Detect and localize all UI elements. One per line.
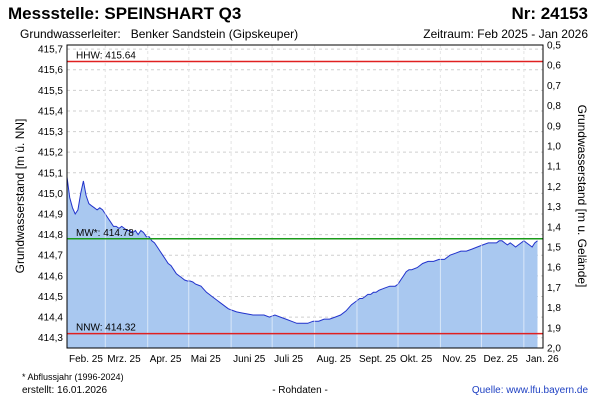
y-tick-left: 414,3 — [38, 333, 63, 344]
y-tick-right: 1,7 — [547, 283, 561, 294]
x-tick-label: Okt. 25 — [400, 354, 433, 365]
y-tick-left: 414,7 — [38, 251, 63, 262]
y-axis-label-right: Grundwasserstand [m u. Gelände] — [575, 105, 589, 288]
aquifer-line: Grundwasserleiter: Benker Sandstein (Gips… — [20, 27, 298, 41]
y-tick-right: 1,0 — [547, 142, 561, 153]
station-title: Messstelle: SPEINSHART Q3 — [8, 4, 242, 23]
station-number: Nr: 24153 — [511, 4, 588, 23]
y-tick-left: 414,8 — [38, 230, 63, 241]
x-tick-label: Sept. 25 — [359, 354, 397, 365]
y-tick-right: 0,5 — [547, 41, 561, 52]
y-tick-right: 1,9 — [547, 323, 561, 334]
y-tick-left: 414,5 — [38, 292, 63, 303]
x-axis-ticks: Feb. 25 Mrz. 25 Apr. 25 Mai 25 Juni 25 Juli 2… — [69, 354, 559, 365]
reference-label: NNW: 414.32 — [76, 323, 136, 334]
y-tick-right: 0,6 — [547, 61, 561, 72]
y-tick-right: 1,6 — [547, 263, 561, 274]
reference-label: HHW: 415.64 — [76, 50, 136, 61]
y-tick-left: 415,2 — [38, 148, 63, 159]
period-label: Zeitraum: Feb 2025 - Jan 2026 — [423, 27, 588, 41]
water-level-line — [67, 176, 538, 324]
y-tick-right: 0,7 — [547, 81, 561, 92]
aquifer-label: Grundwasserleiter: — [20, 27, 121, 41]
x-tick-label: Feb. 25 — [69, 354, 103, 365]
plot-frame — [66, 44, 544, 349]
y-tick-right: 0,8 — [547, 101, 561, 112]
y-tick-left: 415,4 — [38, 106, 63, 117]
y-tick-right: 1,8 — [547, 303, 561, 314]
y-axis-label-left: Grundwasserstand [m ü. NN] — [13, 119, 27, 274]
y-tick-right: 2,0 — [547, 344, 561, 355]
month-gridlines — [104, 45, 525, 348]
x-tick-label: Aug. 25 — [317, 354, 352, 365]
y-tick-right: 1,5 — [547, 243, 561, 254]
water-level-area — [67, 176, 538, 348]
created-date: erstellt: 16.01.2026 — [22, 385, 108, 396]
footnote: * Abflussjahr (1996-2024) — [22, 372, 124, 382]
y-tick-left: 415,1 — [38, 168, 63, 179]
y-tick-right: 1,4 — [547, 222, 561, 233]
y-tick-left: 415,0 — [38, 189, 63, 200]
y-tick-left: 415,6 — [38, 65, 63, 76]
y-tick-left: 415,5 — [38, 86, 63, 97]
y-tick-left: 414,9 — [38, 210, 63, 221]
raw-data-note: - Rohdaten - — [272, 385, 328, 396]
x-tick-label: Mai 25 — [191, 354, 221, 365]
y-axis-right-ticks: 0,5 0,6 0,7 0,8 0,9 1,0 1,1 1,2 1,3 1,4 1,5 1,6 1,7 1… — [547, 41, 561, 355]
x-tick-label: Apr. 25 — [150, 354, 182, 365]
x-tick-label: Nov. 25 — [442, 354, 476, 365]
x-tick-label: Dez. 25 — [483, 354, 518, 365]
y-tick-right: 0,9 — [547, 121, 561, 132]
y-axis-left-ticks: 414,3 414,4 414,5 414,6 414,7 414,8 414,9 415,0… — [38, 45, 63, 345]
x-tick-label: Juli 25 — [274, 354, 303, 365]
x-tick-label: Jan. 26 — [526, 354, 559, 365]
y-tick-right: 1,2 — [547, 182, 561, 193]
x-tick-label: Juni 25 — [233, 354, 266, 365]
y-tick-left: 414,4 — [38, 313, 63, 324]
y-tick-left: 415,3 — [38, 127, 63, 138]
y-tick-left: 414,6 — [38, 271, 63, 282]
y-tick-right: 1,1 — [547, 162, 561, 173]
y-tick-right: 1,3 — [547, 202, 561, 213]
reference-lines: HHW: 415.64 MW*: 414.78 NNW: 414.32 — [67, 50, 543, 335]
aquifer-value: Benker Sandstein (Gipskeuper) — [130, 27, 299, 41]
x-tick-label: Mrz. 25 — [107, 354, 141, 365]
source-link[interactable]: Quelle: www.lfu.bayern.de — [471, 385, 588, 396]
reference-label: MW*: 414.78 — [76, 228, 134, 239]
y-tick-left: 415,7 — [38, 45, 63, 56]
